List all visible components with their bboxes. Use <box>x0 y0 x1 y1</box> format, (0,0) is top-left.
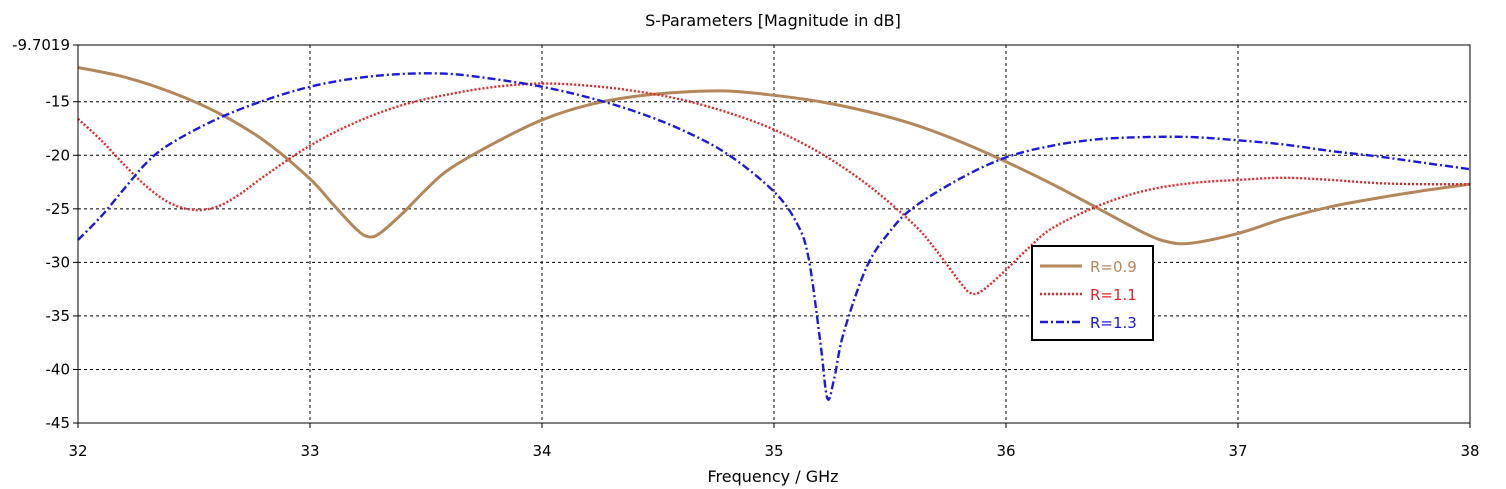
y-tick-label: -45 <box>46 414 71 432</box>
x-tick-labels: 32 33 34 35 36 37 38 <box>68 423 1480 460</box>
legend-label-3: R=1.3 <box>1090 314 1137 332</box>
x-axis-label: Frequency / GHz <box>707 467 838 486</box>
legend: R=0.9 R=1.1 R=1.3 <box>1031 245 1154 341</box>
x-tick-label: 36 <box>996 442 1015 460</box>
x-tick-label: 34 <box>532 442 551 460</box>
y-tick-label: -35 <box>46 307 71 325</box>
y-tick-label: -9.7019 <box>12 36 70 54</box>
y-tick-label: -15 <box>46 93 71 111</box>
x-tick-label: 32 <box>68 442 87 460</box>
x-tick-label: 37 <box>1228 442 1247 460</box>
series-line-3 <box>77 72 1471 401</box>
y-tick-label: -40 <box>46 360 71 378</box>
x-tick-label: 38 <box>1460 442 1479 460</box>
legend-label-2: R=1.1 <box>1090 286 1137 304</box>
x-tick-label: 33 <box>300 442 319 460</box>
series-line-2 <box>77 82 1471 296</box>
legend-label-1: R=0.9 <box>1090 258 1137 276</box>
series-line-1 <box>77 66 1471 246</box>
grid <box>78 45 1470 423</box>
y-tick-labels: -9.7019 -15 -20 -25 -30 -35 -40 -45 <box>12 36 78 432</box>
y-tick-label: -30 <box>46 253 71 271</box>
x-tick-label: 35 <box>764 442 783 460</box>
series-layer <box>77 66 1471 401</box>
y-tick-label: -20 <box>46 146 71 164</box>
y-tick-label: -25 <box>46 200 71 218</box>
chart-title: S-Parameters [Magnitude in dB] <box>645 11 901 30</box>
